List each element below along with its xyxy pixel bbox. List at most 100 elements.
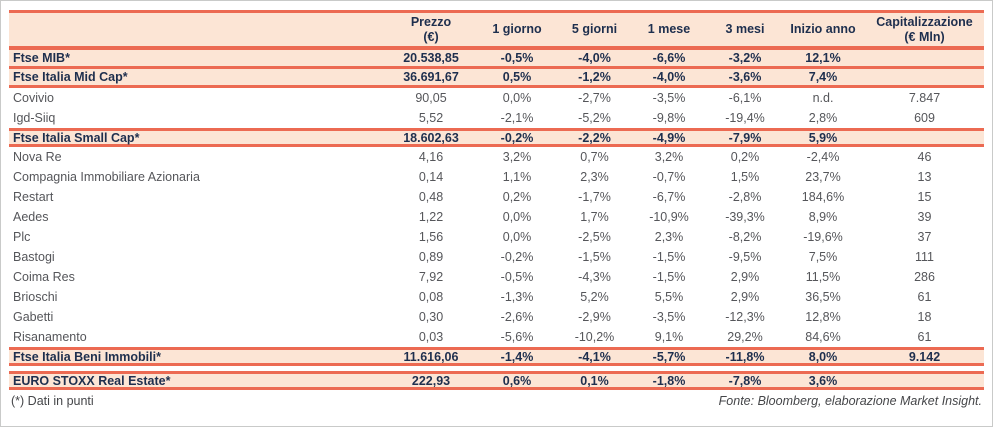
cell-5-giorni: -5,2% (578, 111, 611, 125)
cell-capitalizzazione: 9.142 (908, 349, 941, 364)
cell-5-giorni: -4,0% (578, 51, 611, 65)
col-header-capitalizzazione-sublabel: (€ Mln) (904, 29, 945, 44)
cell-inizio-anno: 7,4% (808, 70, 838, 84)
table-row: Ftse MIB* 20.538,85 -0,5% -4,0% -6,6% -3… (9, 50, 984, 69)
cell-1-mese: -3,5% (652, 310, 686, 324)
cell-5-giorni: 2,3% (580, 170, 609, 184)
cell-prezzo: 90,05 (415, 91, 447, 105)
cell-3-mesi: 29,2% (727, 330, 763, 344)
cell-1-giorno: -0,5% (500, 51, 534, 65)
real-estate-market-table: Prezzo (€) 1 giorno 5 giorni 1 mese 3 me… (9, 10, 984, 390)
cell-inizio-anno: -2,4% (806, 150, 840, 164)
table-row: Bastogi 0,89 -0,2% -1,5% -1,5% -9,5% 7,5… (9, 247, 984, 267)
cell-capitalizzazione: 39 (917, 210, 932, 224)
cell-3-mesi: -6,1% (728, 91, 762, 105)
cell-3-mesi: -8,2% (728, 230, 762, 244)
cell-1-mese: -6,6% (652, 51, 686, 65)
cell-inizio-anno: 7,5% (808, 250, 838, 264)
cell-capitalizzazione: 37 (917, 230, 932, 244)
cell-capitalizzazione: 15 (917, 190, 932, 204)
cell-inizio-anno: 12,8% (805, 310, 841, 324)
cell-5-giorni: -4,1% (578, 349, 611, 364)
cell-3-mesi: -19,4% (725, 111, 765, 125)
cell-1-mese: -6,7% (652, 190, 686, 204)
cell-3-mesi: -2,8% (728, 190, 762, 204)
col-header-prezzo: Prezzo (€) (386, 15, 476, 44)
cell-1-giorno: 0,0% (502, 210, 532, 224)
table-body: Ftse MIB* 20.538,85 -0,5% -4,0% -6,6% -3… (9, 50, 984, 390)
col-header-1-mese: 1 mese (647, 22, 691, 37)
cell-1-mese: 3,2% (654, 150, 684, 164)
cell-5-giorni: -2,2% (578, 130, 611, 145)
cell-1-mese: -10,9% (649, 210, 689, 224)
cell-1-mese: -4,9% (652, 130, 686, 145)
cell-3-mesi: -3,2% (728, 51, 762, 65)
row-name: Risanamento (13, 330, 87, 344)
cell-capitalizzazione: 7.847 (908, 91, 941, 105)
footnote: (*) Dati in punti (11, 394, 94, 408)
table-row: Restart 0,48 0,2% -1,7% -6,7% -2,8% 184,… (9, 187, 984, 207)
cell-capitalizzazione: 61 (917, 290, 932, 304)
cell-1-mese: 9,1% (654, 330, 684, 344)
cell-1-giorno: -0,2% (500, 250, 534, 264)
cell-inizio-anno: 2,8% (808, 111, 838, 125)
cell-inizio-anno: 8,9% (808, 210, 838, 224)
row-name: Coima Res (13, 270, 75, 284)
cell-prezzo: 20.538,85 (403, 51, 459, 65)
cell-5-giorni: -2,9% (578, 310, 611, 324)
cell-inizio-anno: 5,9% (808, 130, 838, 145)
col-header-3-mesi: 3 mesi (725, 22, 765, 37)
row-name: Aedes (13, 210, 49, 224)
row-name: Covivio (13, 91, 54, 105)
table-row: Aedes 1,22 0,0% 1,7% -10,9% -39,3% 8,9% … (9, 207, 984, 227)
cell-inizio-anno: -19,6% (803, 230, 843, 244)
row-name: Ftse MIB* (13, 51, 70, 65)
col-header-capitalizzazione-label: Capitalizzazione (876, 15, 973, 30)
cell-inizio-anno: 184,6% (801, 190, 845, 204)
cell-3-mesi: -11,8% (725, 349, 765, 364)
cell-1-mese: -1,8% (652, 373, 686, 388)
cell-capitalizzazione: 111 (914, 250, 934, 264)
cell-prezzo: 5,52 (418, 111, 444, 125)
cell-1-giorno: -0,5% (500, 270, 534, 284)
table-row: Brioschi 0,08 -1,3% 5,2% 5,5% 2,9% 36,5%… (9, 287, 984, 307)
col-header-5-giorni: 5 giorni (571, 22, 618, 37)
cell-3-mesi: -9,5% (728, 250, 762, 264)
row-name: Brioschi (13, 290, 58, 304)
header-divider (9, 46, 984, 50)
cell-3-mesi: -12,3% (725, 310, 765, 324)
table-row: Compagnia Immobiliare Azionaria 0,14 1,1… (9, 167, 984, 187)
cell-inizio-anno: 8,0% (808, 349, 838, 364)
cell-3-mesi: 2,9% (730, 290, 760, 304)
table-row: Coima Res 7,92 -0,5% -4,3% -1,5% 2,9% 11… (9, 267, 984, 287)
cell-prezzo: 0,48 (418, 190, 444, 204)
cell-prezzo: 0,03 (418, 330, 444, 344)
cell-5-giorni: -2,7% (578, 91, 611, 105)
table-header-row: Prezzo (€) 1 giorno 5 giorni 1 mese 3 me… (9, 13, 984, 46)
table-row: EURO STOXX Real Estate* 222,93 0,6% 0,1%… (9, 371, 984, 390)
cell-inizio-anno: 3,6% (808, 373, 838, 388)
cell-capitalizzazione: 46 (917, 150, 932, 164)
cell-1-mese: -3,5% (652, 91, 686, 105)
col-header-prezzo-label: Prezzo (410, 15, 452, 30)
cell-prezzo: 36.691,67 (403, 70, 459, 84)
col-header-1-giorno: 1 giorno (492, 22, 542, 37)
row-name: EURO STOXX Real Estate* (13, 373, 171, 388)
cell-1-mese: -0,7% (652, 170, 686, 184)
col-header-prezzo-sublabel: (€) (423, 29, 439, 44)
table-row: Ftse Italia Mid Cap* 36.691,67 0,5% -1,2… (9, 69, 984, 88)
cell-1-giorno: -1,4% (500, 349, 534, 364)
cell-5-giorni: 0,7% (580, 150, 609, 164)
cell-1-giorno: 3,2% (502, 150, 532, 164)
table-row: Risanamento 0,03 -5,6% -10,2% 9,1% 29,2%… (9, 327, 984, 347)
cell-prezzo: 1,56 (418, 230, 444, 244)
table-row: Ftse Italia Beni Immobili* 11.616,06 -1,… (9, 347, 984, 366)
cell-3-mesi: 2,9% (730, 270, 760, 284)
cell-prezzo: 11.616,06 (403, 349, 459, 364)
cell-inizio-anno: n.d. (812, 91, 834, 105)
cell-1-giorno: 0,2% (502, 190, 532, 204)
cell-3-mesi: -39,3% (725, 210, 765, 224)
cell-3-mesi: 1,5% (730, 170, 760, 184)
cell-1-mese: -1,5% (652, 250, 686, 264)
cell-1-mese: -4,0% (652, 70, 686, 84)
